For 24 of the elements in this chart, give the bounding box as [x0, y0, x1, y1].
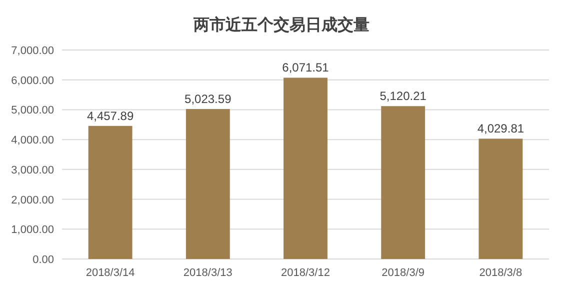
- data-label: 4,029.81: [477, 122, 524, 136]
- y-tick-label: 4,000.00: [11, 134, 54, 147]
- y-tick-label: 2,000.00: [11, 194, 54, 206]
- x-tick-label: 2018/3/14: [86, 267, 135, 279]
- x-tick-label: 2018/3/12: [281, 267, 330, 279]
- x-tick-label: 2018/3/13: [183, 267, 232, 279]
- y-tick-label: 0.00: [32, 254, 54, 266]
- y-tick-label: 1,000.00: [11, 224, 54, 236]
- bar: [478, 138, 523, 259]
- data-label: 4,457.89: [86, 108, 134, 123]
- y-tick-label: 7,000.00: [11, 45, 54, 57]
- x-tick-label: 2018/3/8: [479, 267, 522, 279]
- x-tick-label: 2018/3/9: [382, 267, 425, 279]
- data-label: 5,120.21: [380, 89, 427, 104]
- bar: [381, 106, 426, 259]
- bar: [186, 109, 230, 259]
- data-label: 5,023.59: [184, 92, 232, 106]
- bar: [284, 78, 328, 259]
- bar: [88, 126, 132, 259]
- chart-title: 两市近五个交易日成交量: [192, 15, 370, 34]
- data-label: 6,071.51: [282, 60, 330, 75]
- y-tick-label: 6,000.00: [11, 74, 54, 87]
- y-tick-label: 3,000.00: [11, 164, 54, 176]
- y-tick-label: 5,000.00: [11, 104, 54, 117]
